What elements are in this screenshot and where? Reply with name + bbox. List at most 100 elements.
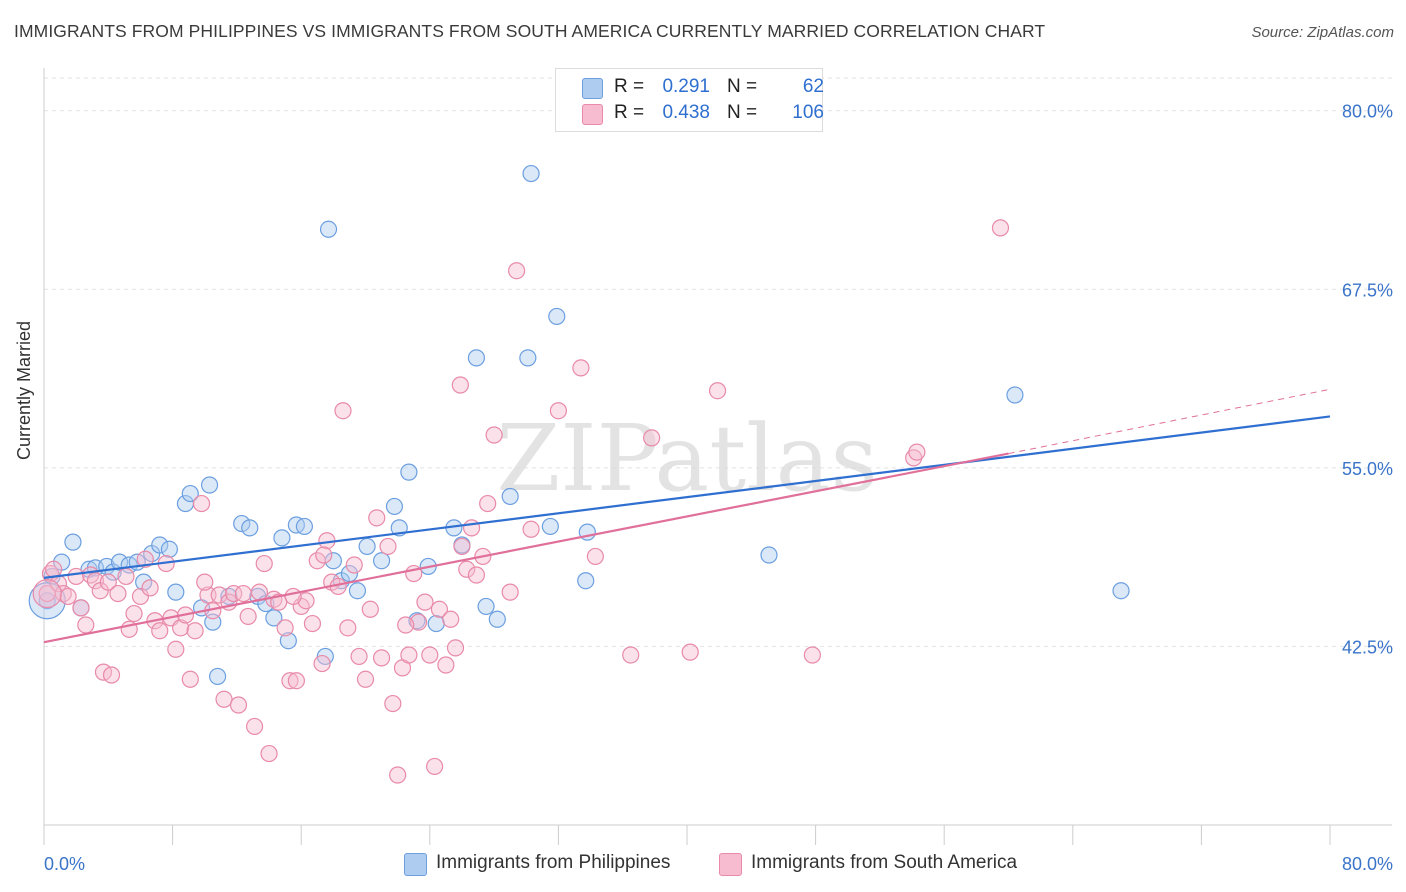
data-point — [908, 443, 926, 461]
data-point — [77, 616, 95, 634]
data-point — [72, 599, 90, 617]
data-point — [225, 584, 243, 603]
data-point — [209, 667, 227, 686]
data-point — [295, 517, 314, 536]
data-point — [437, 656, 455, 674]
data-point — [59, 587, 77, 606]
data-point — [117, 567, 135, 586]
legend-swatch-south-america — [719, 853, 742, 876]
data-point — [276, 619, 294, 637]
data-point — [488, 610, 506, 628]
data-point — [86, 572, 105, 590]
legend-n-value: 62 — [802, 76, 824, 97]
data-point — [255, 554, 273, 573]
source-label: Source: ZipAtlas.com — [1251, 24, 1394, 41]
data-point — [350, 647, 368, 666]
data-point — [315, 546, 333, 564]
data-point — [643, 429, 661, 447]
data-point — [229, 696, 248, 714]
data-point — [361, 600, 379, 618]
data-point — [210, 586, 228, 604]
data-point — [548, 307, 566, 326]
y-tick-label: 67.5% — [1342, 280, 1393, 300]
data-point — [421, 646, 439, 664]
data-point — [522, 520, 540, 538]
data-point — [358, 537, 376, 556]
data-point — [501, 487, 519, 506]
legend-r-value: 0.291 — [662, 76, 710, 97]
data-point — [991, 219, 1010, 237]
series-south-america — [32, 219, 1010, 784]
data-point — [196, 573, 214, 591]
chart-title: IMMIGRANTS FROM PHILIPPINES VS IMMIGRANT… — [14, 21, 1046, 41]
data-point — [151, 536, 169, 554]
data-point — [260, 744, 278, 763]
data-point — [110, 553, 129, 571]
y-tick-label: 80.0% — [1342, 102, 1393, 122]
data-point — [485, 426, 503, 444]
data-point — [379, 537, 397, 556]
data-point — [200, 476, 219, 494]
data-point — [136, 550, 154, 568]
data-point — [234, 584, 252, 603]
data-point — [233, 514, 251, 533]
data-point — [303, 614, 322, 633]
data-point — [522, 164, 540, 183]
data-point — [181, 670, 199, 688]
legend-r-label: R = — [614, 76, 645, 97]
data-point — [458, 560, 476, 578]
data-point — [167, 640, 185, 658]
stats-legend: R = 0.291 N = 62 R = 0.438 N = 106 — [555, 68, 824, 132]
data-point — [308, 552, 326, 570]
legend-r-label: R = — [614, 102, 645, 123]
data-point — [1006, 386, 1024, 404]
data-point — [151, 622, 169, 640]
data-point — [241, 519, 259, 537]
data-point — [400, 463, 418, 481]
data-point — [453, 537, 471, 556]
data-point — [760, 546, 778, 564]
data-point — [319, 220, 338, 238]
trend-line-philippines — [43, 415, 1331, 579]
legend-n-label: N = — [727, 76, 758, 97]
data-point — [508, 262, 526, 280]
data-point — [389, 766, 407, 784]
data-point — [284, 587, 302, 606]
data-point — [708, 382, 727, 400]
data-point — [519, 349, 537, 367]
data-point — [160, 540, 178, 558]
data-point — [215, 690, 233, 708]
data-point — [622, 646, 640, 664]
data-point — [64, 533, 82, 551]
legend-swatch-philippines — [582, 78, 603, 99]
data-point — [32, 578, 62, 609]
data-point — [384, 694, 402, 713]
data-point — [416, 593, 434, 611]
data-point — [467, 566, 486, 584]
y-tick-label: 42.5% — [1342, 637, 1393, 657]
x-tick-label: 0.0% — [44, 854, 85, 874]
watermark: ZIPatlas — [496, 405, 877, 512]
legend-swatch-south-america — [582, 104, 603, 125]
data-point — [426, 757, 444, 776]
data-point — [339, 619, 357, 637]
data-point — [462, 519, 481, 537]
data-point — [245, 717, 264, 736]
data-point — [67, 567, 85, 586]
data-point — [541, 517, 559, 536]
data-point — [479, 494, 497, 513]
data-point — [125, 604, 143, 623]
legend-label-philippines: Immigrants from Philippines — [436, 852, 671, 873]
x-tick-label: 80.0% — [1342, 854, 1393, 874]
legend-r-value: 0.438 — [662, 102, 710, 123]
data-point — [549, 402, 568, 420]
data-point — [400, 646, 418, 664]
data-point — [54, 584, 72, 603]
data-point — [430, 600, 449, 618]
data-point — [586, 547, 604, 566]
data-point — [501, 583, 519, 601]
data-point — [451, 376, 469, 394]
series-legend: Immigrants from Philippines Immigrants f… — [0, 852, 1406, 878]
data-point — [427, 614, 445, 633]
